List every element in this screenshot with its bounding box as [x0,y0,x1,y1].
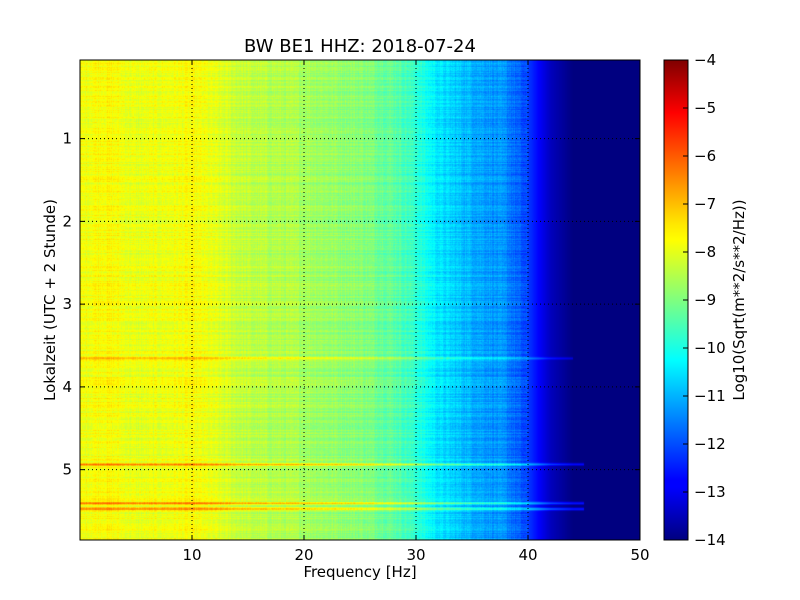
colorbar-tick-label: −4 [694,51,716,69]
colorbar-tick-label: −6 [694,147,716,165]
colorbar-tick-label: −10 [694,339,726,357]
colorbar-label: Log10(Sqrt(m**2/s**2/Hz)) [730,199,748,400]
y-tick-label: 4 [62,378,72,396]
colorbar-tick-label: −9 [694,291,716,309]
colorbar-tick-label: −13 [694,483,726,501]
x-tick-label: 40 [518,546,537,564]
x-tick-label: 20 [294,546,313,564]
colorbar-tick-label: −5 [694,99,716,117]
colorbar-tick-label: −11 [694,387,726,405]
y-tick-label: 3 [62,295,72,313]
y-tick-label: 2 [62,212,72,230]
y-tick-label: 5 [62,461,72,479]
colorbar-tick-label: −14 [694,531,726,549]
x-tick-label: 30 [406,546,425,564]
y-tick-label: 1 [62,130,72,148]
chart-title: BW BE1 HHZ: 2018-07-24 [244,36,476,57]
heatmap-canvas [80,60,640,540]
colorbar-tick-label: −8 [694,243,716,261]
y-axis-label: Lokalzeit (UTC + 2 Stunde) [41,199,59,401]
colorbar-tick-label: −12 [694,435,726,453]
x-axis: 10 20 30 40 50 [182,60,650,564]
plot-frame [79,59,641,541]
x-axis-label: Frequency [Hz] [303,563,416,581]
x-tick-label: 10 [182,546,201,564]
grid-lines [80,60,640,540]
colorbar-axis: −4 −5 −6 −7 −8 −9 −10 −11 −12 −13 −14 [683,51,726,549]
colorbar-tick-label: −7 [694,195,716,213]
heatmap-plot [80,60,640,540]
y-axis: 1 2 3 4 5 [62,130,640,479]
x-tick-label: 50 [630,546,649,564]
